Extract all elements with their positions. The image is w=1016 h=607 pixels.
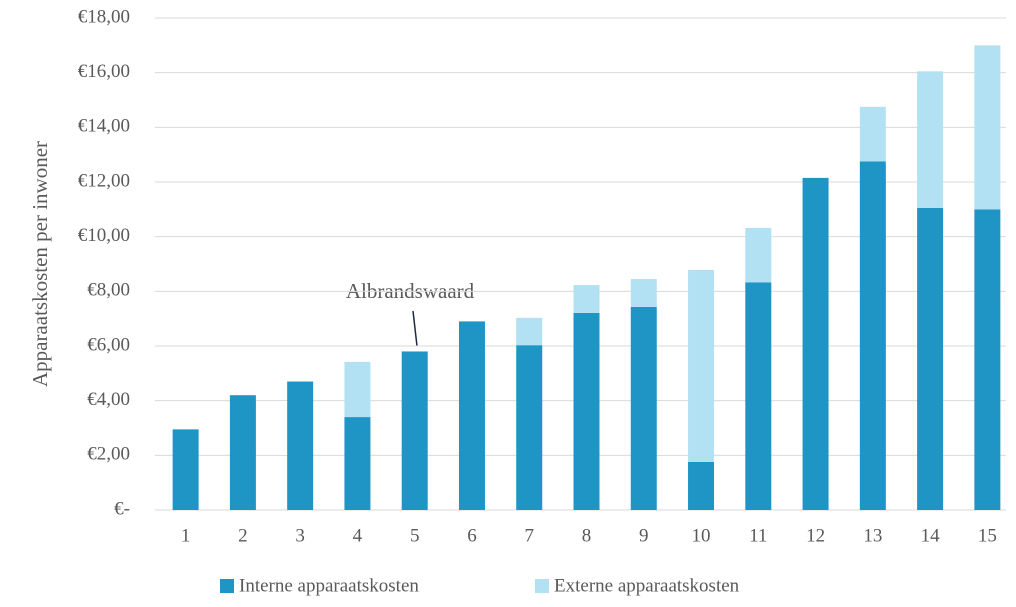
bar-segment: [344, 361, 371, 418]
x-tick-label: 7: [524, 525, 534, 546]
bar-segment: [573, 285, 600, 313]
bar-segment: [974, 209, 1001, 511]
bar-segment: [401, 351, 428, 510]
x-tick-label: 14: [921, 525, 941, 546]
bar-segment: [573, 312, 600, 510]
x-tick-label: 1: [181, 525, 191, 546]
x-tick-label: 13: [863, 525, 882, 546]
bar-segment: [859, 106, 886, 162]
y-tick-label: €16,00: [78, 61, 130, 82]
x-tick-label: 11: [749, 525, 767, 546]
x-tick-label: 10: [692, 525, 711, 546]
x-tick-label: 12: [806, 525, 825, 546]
y-tick-label: €-: [114, 498, 130, 519]
x-tick-label: 3: [295, 525, 305, 546]
x-tick-label: 8: [582, 525, 592, 546]
bar-segment: [974, 45, 1001, 210]
legend-label: Externe apparaatskosten: [554, 575, 740, 596]
y-axis-label: Apparaatskosten per inwoner: [28, 141, 52, 387]
x-tick-label: 2: [238, 525, 248, 546]
y-tick-label: €10,00: [78, 225, 130, 246]
bar-segment: [516, 345, 543, 510]
y-tick-label: €14,00: [78, 116, 130, 137]
legend-label: Interne apparaatskosten: [239, 575, 419, 596]
bar-segment: [458, 321, 485, 510]
bar-segment: [917, 207, 944, 510]
y-tick-label: €18,00: [78, 6, 130, 27]
y-tick-label: €2,00: [87, 444, 130, 465]
bar-segment: [745, 227, 772, 283]
x-tick-label: 15: [978, 525, 997, 546]
bar-segment: [630, 306, 657, 510]
bar-segment: [630, 279, 657, 307]
annotation: Albrandswaard: [346, 279, 475, 303]
x-tick-label: 4: [353, 525, 363, 546]
y-tick-label: €6,00: [87, 334, 130, 355]
y-tick-label: €8,00: [87, 280, 130, 301]
x-tick-label: 6: [467, 525, 477, 546]
bar-segment: [229, 395, 256, 510]
legend-swatch: [535, 579, 549, 593]
bar-segment: [516, 317, 543, 346]
bar-segment: [917, 71, 944, 208]
bar-segment: [802, 177, 829, 510]
bar-segment: [745, 282, 772, 510]
bar-segment: [688, 461, 715, 510]
bar-segment: [688, 270, 715, 462]
bar-segment: [344, 417, 371, 510]
x-tick-label: 5: [410, 525, 420, 546]
x-tick-label: 9: [639, 525, 649, 546]
legend-swatch: [220, 579, 234, 593]
bar-segment: [859, 161, 886, 510]
bar-segment: [172, 429, 199, 510]
y-tick-label: €4,00: [87, 389, 130, 410]
annotation-line: [412, 310, 418, 347]
bar-segment: [287, 381, 314, 510]
y-tick-label: €12,00: [78, 170, 130, 191]
